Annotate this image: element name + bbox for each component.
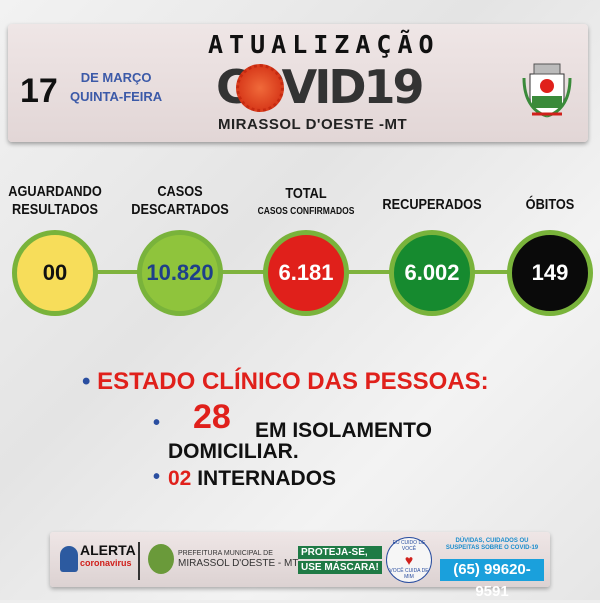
care-seal: EU CUIDO DE VOCÊ ♥ VOCÊ CUIDA DE MIM: [386, 537, 432, 583]
prefecture: PREFEITURA MUNICIPAL DE MIRASSOL D'OESTE …: [178, 549, 298, 570]
mask-message: PROTEJA-SE, USE MÁSCARA!: [298, 546, 382, 576]
stat-circle: 00: [12, 230, 98, 316]
stat-label-text: TOTAL: [285, 185, 327, 202]
bullet: •: [153, 412, 161, 434]
stat-circle: 10.820: [137, 230, 223, 316]
isolation-label: EM ISOLAMENTO: [255, 419, 432, 442]
clinical-heading-text: ESTADO CLÍNICO DAS PESSOAS:: [97, 368, 489, 395]
city: MIRASSOL D'OESTE -MT: [218, 116, 408, 133]
hospitalized: 02 INTERNADOS: [168, 467, 336, 491]
seal-bottom: VOCÊ CUIDA DE MIM: [389, 568, 429, 580]
isolation-label-2: DOMICILIAR.: [168, 440, 299, 463]
clinical-heading: • ESTADO CLÍNICO DAS PESSOAS:: [82, 368, 489, 395]
stat-label: AGUARDANDO RESULTADOS: [0, 183, 110, 219]
masked-person-icon: [60, 546, 78, 572]
stat-circle: 149: [507, 230, 593, 316]
stat-circle: 6.002: [389, 230, 475, 316]
date-text: DE MARÇO QUINTA-FEIRA: [70, 68, 162, 106]
stat-label: RECUPERADOS: [377, 196, 488, 214]
pref-line1: PREFEITURA MUNICIPAL DE: [178, 550, 273, 557]
alert-logo: ALERTA coronavirus: [80, 542, 136, 570]
phone-number[interactable]: (65) 99620-9591: [440, 559, 544, 600]
footer-banner: ALERTA coronavirus PREFEITURA MUNICIPAL D…: [50, 532, 550, 600]
month: DE MARÇO: [80, 70, 152, 85]
isolation-count: 28: [193, 398, 231, 436]
day: 17: [20, 72, 58, 110]
weekday: QUINTA-FEIRA: [70, 89, 163, 104]
bullet: •: [153, 466, 161, 488]
stat-circle: 6.181: [263, 230, 349, 316]
city-crest-icon: [148, 544, 174, 574]
stat-label: TOTAL CASOS CONFIRMADOS: [251, 185, 362, 221]
divider: [138, 542, 140, 580]
stat-label-text: ÓBITOS: [525, 196, 575, 213]
stat-label: ÓBITOS: [495, 196, 600, 214]
stat-label: CASOS DESCARTADOS: [125, 183, 236, 219]
heart-icon: ♥: [404, 552, 414, 568]
alert-sub: coronavirus: [80, 558, 132, 568]
stat-label-text: AGUARDANDO RESULTADOS: [8, 183, 102, 218]
seal-top: EU CUIDO DE VOCÊ: [392, 540, 426, 552]
hospital-label: INTERNADOS: [197, 467, 337, 490]
virus-icon: [236, 64, 284, 112]
stat-sublabel: CASOS CONFIRMADOS: [257, 206, 355, 217]
header-banner: 17 DE MARÇO QUINTA-FEIRA ATUALIZAÇÃO COVI…: [8, 24, 588, 142]
doubts-text: DÚVIDAS, CUIDADOS OU SUSPEITAS SOBRE O C…: [445, 538, 539, 551]
pref-line2: MIRASSOL D'OESTE - MT: [178, 558, 299, 569]
hospital-count: 02: [168, 467, 192, 490]
mask-line2: USE MÁSCARA!: [298, 561, 382, 574]
city-crest-icon: [522, 63, 572, 118]
stat-label-text: RECUPERADOS: [382, 196, 482, 213]
title: ATUALIZAÇÃO: [208, 30, 440, 59]
alert-text: ALERTA: [80, 542, 136, 558]
mask-line1: PROTEJA-SE,: [298, 546, 382, 559]
stat-label-text: CASOS DESCARTADOS: [131, 183, 229, 218]
